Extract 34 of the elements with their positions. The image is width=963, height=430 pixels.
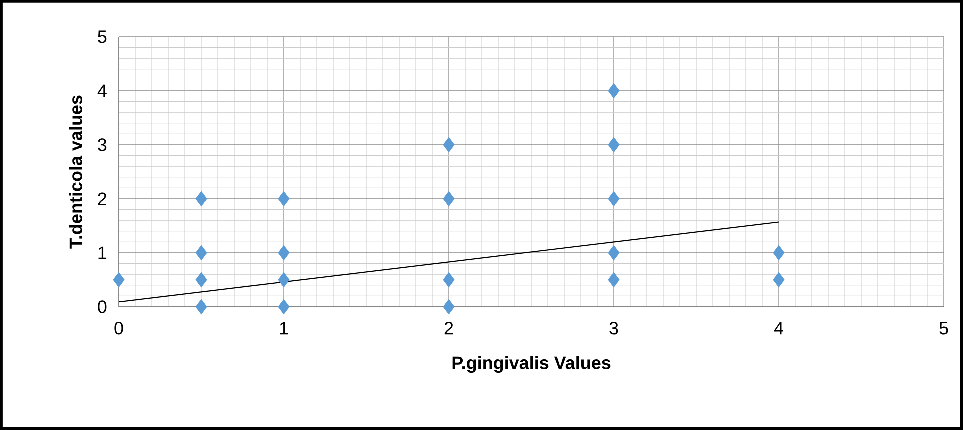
point	[113, 272, 125, 288]
point	[278, 191, 290, 207]
point	[196, 272, 208, 288]
y-tick-label: 2	[98, 192, 107, 206]
x-tick-label: 2	[444, 322, 454, 335]
y-tick-label: 1	[98, 246, 107, 260]
point	[608, 83, 620, 99]
point	[196, 245, 208, 261]
point	[608, 137, 620, 153]
point	[773, 272, 785, 288]
point	[443, 191, 455, 207]
point	[278, 245, 290, 261]
y-tick-label: 0	[98, 300, 107, 314]
point	[608, 191, 620, 207]
x-tick-label: 4	[774, 322, 784, 335]
point	[608, 272, 620, 288]
point	[278, 299, 290, 315]
x-tick-label: 5	[940, 322, 948, 335]
x-tick-label: 3	[610, 322, 618, 335]
point	[773, 245, 785, 261]
y-tick-label: 3	[98, 138, 107, 152]
y-tick-label: 4	[98, 84, 107, 98]
x-axis-title: P.gingivalis Values	[452, 356, 611, 374]
point	[443, 299, 455, 315]
point	[443, 137, 455, 153]
point	[196, 191, 208, 207]
x-tick-label: 0	[114, 322, 124, 335]
x-tick-label: 1	[280, 322, 288, 335]
y-axis-title: T.denticola values	[69, 96, 82, 249]
point	[608, 245, 620, 261]
point	[443, 272, 455, 288]
point	[196, 299, 208, 315]
y-tick-label: 5	[98, 30, 107, 44]
point	[278, 272, 290, 288]
